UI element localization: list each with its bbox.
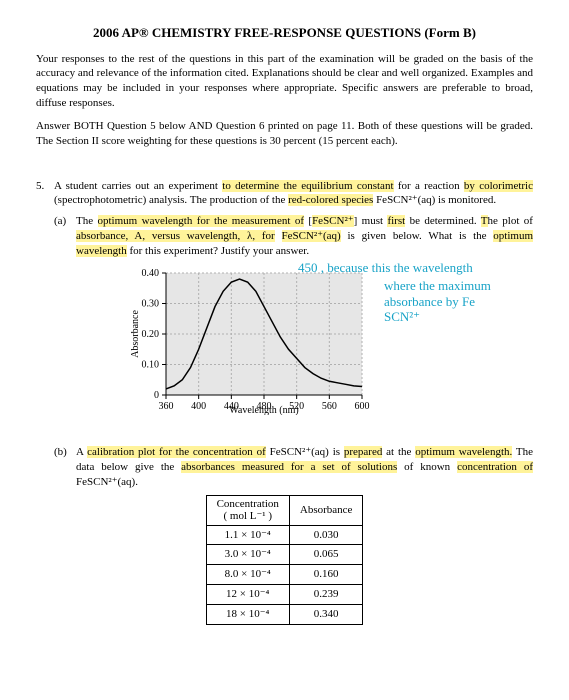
q5b-text: A calibration plot for the concentration…	[76, 445, 533, 490]
table-row: 18 × 10⁻⁴0.340	[206, 604, 363, 624]
svg-text:0.20: 0.20	[142, 329, 160, 340]
absorbance-chart: 36040044048052056060000.100.200.300.40Wa…	[126, 265, 376, 415]
absorbance-chart-area: 36040044048052056060000.100.200.300.40Wa…	[126, 265, 506, 435]
q5-number: 5.	[36, 179, 54, 209]
calibration-table: Concentration( mol L⁻¹ ) Absorbance 1.1 …	[206, 495, 364, 624]
table-cell: 0.160	[289, 565, 363, 585]
table-row: 12 × 10⁻⁴0.239	[206, 585, 363, 605]
q5b-label: (b)	[54, 445, 76, 490]
page-title: 2006 AP® CHEMISTRY FREE-RESPONSE QUESTIO…	[36, 24, 533, 42]
table-cell: 0.030	[289, 525, 363, 545]
svg-text:0.40: 0.40	[142, 268, 160, 279]
svg-text:Absorbance: Absorbance	[130, 309, 141, 357]
table-header-concentration: Concentration( mol L⁻¹ )	[206, 496, 289, 525]
table-cell: 1.1 × 10⁻⁴	[206, 525, 289, 545]
svg-text:360: 360	[159, 401, 174, 412]
table-row: 3.0 × 10⁻⁴0.065	[206, 545, 363, 565]
table-cell: 8.0 × 10⁻⁴	[206, 565, 289, 585]
table-cell: 0.239	[289, 585, 363, 605]
intro-paragraph-2: Answer BOTH Question 5 below AND Questio…	[36, 119, 533, 149]
table-cell: 18 × 10⁻⁴	[206, 604, 289, 624]
table-cell: 0.065	[289, 545, 363, 565]
handwritten-annotation-1: 450 , because this the wavelength	[298, 261, 473, 276]
svg-text:400: 400	[191, 401, 206, 412]
svg-text:0: 0	[154, 390, 159, 401]
q5a-text: The optimum wavelength for the measureme…	[76, 214, 533, 259]
svg-text:560: 560	[322, 401, 337, 412]
handwritten-annotation-2: where the maximum	[384, 279, 491, 294]
table-row: 1.1 × 10⁻⁴0.030	[206, 525, 363, 545]
svg-text:0.30: 0.30	[142, 298, 160, 309]
q5a-label: (a)	[54, 214, 76, 259]
table-cell: 0.340	[289, 604, 363, 624]
handwritten-annotation-3: absorbance by Fe SCN²⁺	[384, 295, 506, 325]
svg-text:600: 600	[355, 401, 370, 412]
q5-stem: A student carries out an experiment to d…	[54, 179, 533, 209]
table-row: 8.0 × 10⁻⁴0.160	[206, 565, 363, 585]
table-header-absorbance: Absorbance	[289, 496, 363, 525]
intro-paragraph-1: Your responses to the rest of the questi…	[36, 52, 533, 111]
svg-text:0.10: 0.10	[142, 359, 160, 370]
table-cell: 3.0 × 10⁻⁴	[206, 545, 289, 565]
table-cell: 12 × 10⁻⁴	[206, 585, 289, 605]
svg-text:Wavelength (nm): Wavelength (nm)	[229, 405, 298, 415]
